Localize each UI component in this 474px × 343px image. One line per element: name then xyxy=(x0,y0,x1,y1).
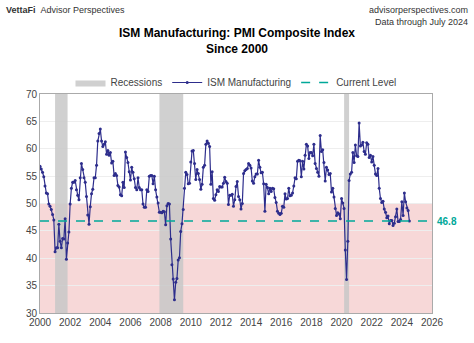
svg-text:2024: 2024 xyxy=(391,317,414,328)
svg-text:70: 70 xyxy=(26,89,38,100)
svg-text:advisorperspectives.com: advisorperspectives.com xyxy=(369,5,468,15)
svg-text:ISM Manufacturing: ISM Manufacturing xyxy=(207,77,291,88)
svg-text:2022: 2022 xyxy=(361,317,384,328)
svg-text:46.8: 46.8 xyxy=(437,216,457,227)
svg-text:50: 50 xyxy=(26,198,38,209)
svg-text:Current Level: Current Level xyxy=(336,77,396,88)
svg-text:55: 55 xyxy=(26,171,38,182)
svg-text:2002: 2002 xyxy=(59,317,82,328)
svg-text:2000: 2000 xyxy=(29,317,52,328)
svg-text:2018: 2018 xyxy=(300,317,323,328)
svg-text:2004: 2004 xyxy=(89,317,112,328)
svg-text:2014: 2014 xyxy=(240,317,263,328)
svg-text:45: 45 xyxy=(26,225,38,236)
svg-text:VettaFi Advisor Perspectives: VettaFi Advisor Perspectives xyxy=(6,5,125,15)
svg-text:40: 40 xyxy=(26,253,38,264)
svg-text:2006: 2006 xyxy=(119,317,142,328)
svg-text:ISM Manufacturing: PMI Composi: ISM Manufacturing: PMI Composite IndexSi… xyxy=(119,26,355,56)
svg-text:2008: 2008 xyxy=(149,317,172,328)
svg-text:Recessions: Recessions xyxy=(111,77,163,88)
svg-text:65: 65 xyxy=(26,116,38,127)
svg-text:2010: 2010 xyxy=(180,317,203,328)
svg-text:2012: 2012 xyxy=(210,317,233,328)
svg-text:35: 35 xyxy=(26,280,38,291)
svg-text:2016: 2016 xyxy=(270,317,293,328)
svg-text:60: 60 xyxy=(26,143,38,154)
svg-text:30: 30 xyxy=(26,308,38,319)
svg-text:2020: 2020 xyxy=(330,317,353,328)
svg-text:Data through July 2024: Data through July 2024 xyxy=(375,17,468,27)
svg-text:2026: 2026 xyxy=(421,317,444,328)
